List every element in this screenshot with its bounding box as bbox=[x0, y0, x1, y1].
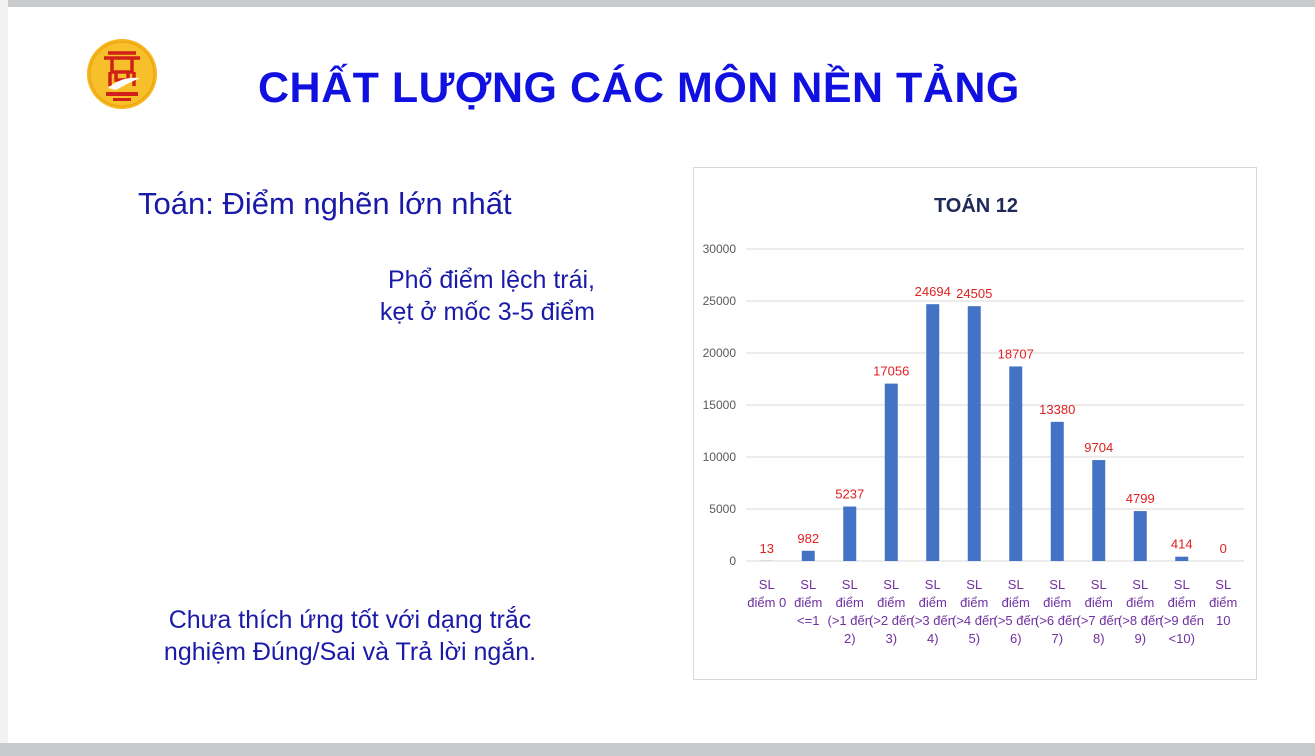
category-label: 7) bbox=[1051, 631, 1063, 646]
adaptation-note: Chưa thích ứng tốt với dạng trắc nghiệm … bbox=[110, 604, 590, 668]
category-label: SL bbox=[966, 577, 982, 592]
category-label: SL bbox=[842, 577, 858, 592]
data-label: 0 bbox=[1220, 541, 1227, 556]
y-tick-label: 10000 bbox=[703, 450, 737, 464]
bar bbox=[967, 306, 981, 561]
category-label: (>7 đến bbox=[1077, 613, 1121, 628]
category-label: <10) bbox=[1169, 631, 1195, 646]
category-label: điểm bbox=[877, 595, 905, 610]
category-label: (>8 đến bbox=[1118, 613, 1162, 628]
chart-title: TOÁN 12 bbox=[934, 194, 1018, 217]
category-label: SL bbox=[925, 577, 941, 592]
category-label: điểm bbox=[794, 595, 822, 610]
category-label: điểm bbox=[1002, 595, 1030, 610]
category-label: điểm bbox=[1043, 595, 1071, 610]
bar bbox=[801, 550, 815, 561]
data-label: 17056 bbox=[873, 364, 909, 379]
category-label: điểm bbox=[1209, 595, 1237, 610]
category-label: (>6 đến bbox=[1035, 613, 1079, 628]
y-tick-label: 20000 bbox=[703, 346, 737, 360]
category-label: SL bbox=[1132, 577, 1148, 592]
category-label: (>3 đến bbox=[911, 613, 955, 628]
slide-title: CHẤT LƯỢNG CÁC MÔN NỀN TẢNG bbox=[258, 64, 1020, 112]
category-label: SL bbox=[1215, 577, 1231, 592]
bar bbox=[1175, 556, 1189, 561]
data-label: 18707 bbox=[998, 346, 1034, 361]
bar bbox=[1009, 366, 1023, 561]
hanoi-education-logo bbox=[87, 39, 157, 109]
bar bbox=[1133, 511, 1147, 561]
bar bbox=[843, 506, 857, 561]
category-label: <=1 bbox=[797, 613, 819, 628]
data-label: 9704 bbox=[1084, 440, 1113, 455]
category-label: (>5 đến bbox=[994, 613, 1038, 628]
category-label: 6) bbox=[1010, 631, 1022, 646]
y-tick-label: 15000 bbox=[703, 398, 737, 412]
top-border bbox=[0, 0, 1315, 7]
bar bbox=[926, 304, 940, 561]
category-label: 5) bbox=[968, 631, 980, 646]
data-label: 5237 bbox=[835, 487, 864, 502]
category-label: SL bbox=[800, 577, 816, 592]
category-label: 2) bbox=[844, 631, 856, 646]
bar bbox=[1092, 460, 1106, 561]
category-label: điểm bbox=[1168, 595, 1196, 610]
data-label: 13 bbox=[760, 541, 774, 556]
category-label: SL bbox=[759, 577, 775, 592]
data-label: 982 bbox=[797, 531, 819, 546]
data-label: 24505 bbox=[956, 286, 992, 301]
category-label: SL bbox=[1049, 577, 1065, 592]
category-label: điểm bbox=[919, 595, 947, 610]
note-line: Chưa thích ứng tốt với dạng trắc bbox=[168, 606, 532, 634]
category-label: 10 bbox=[1216, 613, 1230, 628]
data-label: 414 bbox=[1171, 537, 1193, 552]
category-label: điểm bbox=[1085, 595, 1113, 610]
bottom-border bbox=[0, 743, 1315, 756]
y-tick-label: 5000 bbox=[709, 502, 736, 516]
category-label: 8) bbox=[1093, 631, 1105, 646]
category-label: SL bbox=[1174, 577, 1190, 592]
distribution-note: Phổ điểm lệch trái, kẹt ở mốc 3-5 điểm bbox=[300, 264, 595, 328]
data-label: 4799 bbox=[1126, 491, 1155, 506]
category-label: SL bbox=[883, 577, 899, 592]
category-label: 9) bbox=[1134, 631, 1146, 646]
category-label: SL bbox=[1091, 577, 1107, 592]
category-label: (>1 đến bbox=[828, 613, 872, 628]
left-edge bbox=[0, 0, 8, 756]
y-tick-label: 25000 bbox=[703, 294, 737, 308]
data-label: 24694 bbox=[915, 284, 951, 299]
category-label: (>9 đến bbox=[1160, 613, 1204, 628]
category-label: 4) bbox=[927, 631, 939, 646]
category-label: điểm 0 bbox=[747, 595, 786, 610]
category-label: điểm bbox=[836, 595, 864, 610]
category-label: (>4 đến bbox=[952, 613, 996, 628]
y-tick-label: 0 bbox=[729, 554, 736, 568]
category-label: điểm bbox=[1126, 595, 1154, 610]
math-score-chart: TOÁN 12 0 5000 10000 15000 20000 25000 30000 13… bbox=[693, 167, 1257, 680]
bar bbox=[884, 383, 898, 561]
note-line: nghiệm Đúng/Sai và Trả lời ngắn. bbox=[163, 638, 537, 666]
category-label: SL bbox=[1008, 577, 1024, 592]
data-label: 13380 bbox=[1039, 402, 1075, 417]
bar bbox=[1050, 421, 1064, 561]
category-label: 3) bbox=[885, 631, 897, 646]
category-label: (>2 đến bbox=[869, 613, 913, 628]
chart-canvas: TOÁN 12 0 5000 10000 15000 20000 25000 30000 13… bbox=[703, 194, 1244, 646]
note-line: kẹt ở mốc 3-5 điểm bbox=[379, 298, 595, 326]
category-label: điểm bbox=[960, 595, 988, 610]
note-line: Phổ điểm lệch trái, bbox=[387, 266, 595, 294]
y-tick-label: 30000 bbox=[703, 242, 737, 256]
math-heading: Toán: Điểm nghẽn lớn nhất bbox=[138, 186, 512, 221]
